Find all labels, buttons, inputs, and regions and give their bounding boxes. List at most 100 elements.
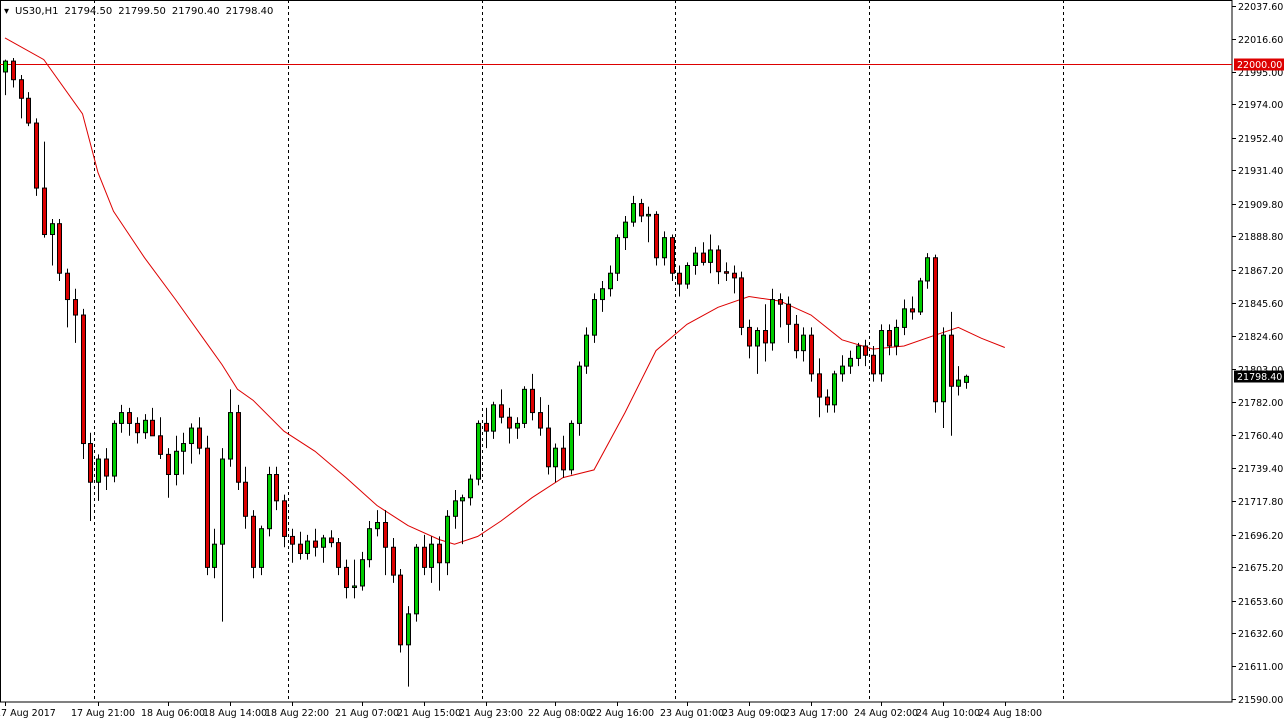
candle-body	[406, 613, 411, 646]
candle-34	[267, 466, 272, 537]
candle-49	[383, 510, 388, 576]
candle-116	[902, 299, 907, 336]
candle-body	[96, 458, 101, 483]
candle-body	[592, 299, 597, 336]
candle-5	[42, 141, 47, 238]
candle-7	[57, 219, 62, 281]
candle-75	[584, 327, 589, 374]
high-value: 21799.50	[118, 6, 166, 17]
x-tick-label-7: 21 Aug 23:00	[459, 708, 523, 719]
candle-71	[553, 443, 558, 483]
candle-body	[189, 427, 194, 445]
candle-88	[685, 262, 690, 289]
candle-body	[786, 303, 791, 325]
candle-body	[313, 540, 318, 548]
candle-2	[19, 75, 24, 119]
candle-29	[228, 389, 233, 467]
candle-103	[801, 327, 806, 362]
candle-body	[290, 535, 295, 545]
candle-118	[918, 277, 923, 316]
candle-92	[716, 245, 721, 285]
open-value: 21794.50	[64, 6, 113, 17]
candle-80	[623, 215, 628, 251]
candle-16	[127, 407, 132, 436]
candle-44	[344, 559, 349, 599]
candle-89	[693, 246, 698, 275]
candle-70	[546, 404, 551, 475]
candle-body	[251, 515, 256, 568]
x-tick-label-8: 22 Aug 08:00	[528, 708, 592, 719]
candle-108	[840, 355, 845, 382]
candle-8	[65, 268, 70, 328]
candle-82	[639, 198, 644, 223]
candle-86	[670, 234, 675, 281]
candle-body	[26, 97, 31, 124]
candle-109	[848, 350, 853, 374]
candle-117	[910, 296, 915, 320]
y-tick-label-14: 21739.40	[1238, 464, 1283, 475]
candle-body	[220, 458, 225, 545]
candle-76	[592, 293, 597, 343]
candle-body	[685, 264, 690, 285]
candle-body	[956, 379, 961, 387]
current-price-tag-bg	[1234, 370, 1284, 383]
candle-body	[143, 419, 148, 434]
candle-body	[197, 427, 202, 449]
candle-63	[491, 401, 496, 439]
x-tick-label-11: 23 Aug 09:00	[722, 708, 786, 719]
candle-body	[933, 257, 938, 403]
candle-body	[553, 447, 558, 468]
candle-31	[243, 466, 248, 529]
candle-25	[197, 417, 202, 455]
candle-59	[460, 494, 465, 545]
candle-body	[422, 546, 427, 568]
candle-52	[406, 606, 411, 687]
candle-body	[577, 365, 582, 424]
candle-body	[646, 213, 651, 217]
candle-body	[112, 422, 117, 477]
candle-body	[670, 237, 675, 274]
candle-23	[181, 432, 186, 475]
candle-body	[375, 521, 380, 530]
candle-body	[794, 323, 799, 352]
candle-body	[538, 412, 543, 429]
candle-body	[391, 546, 396, 576]
candle-10	[81, 308, 86, 460]
candle-35	[274, 466, 279, 511]
candle-body	[708, 249, 713, 263]
candle-121	[941, 327, 946, 429]
candle-73	[569, 420, 574, 475]
candle-19	[150, 407, 155, 437]
candle-body	[445, 515, 450, 564]
candle-1	[11, 58, 16, 88]
candle-78	[608, 265, 613, 297]
candle-62	[484, 407, 489, 449]
candle-43	[336, 537, 341, 576]
candle-body	[42, 187, 47, 236]
x-tick-label-6: 21 Aug 15:00	[397, 708, 461, 719]
candle-body	[856, 345, 861, 359]
candle-body	[484, 422, 489, 432]
candle-body	[212, 543, 217, 568]
candle-body	[561, 447, 566, 471]
candle-123	[956, 366, 961, 396]
candle-112	[871, 345, 876, 382]
candle-4	[34, 118, 39, 196]
candle-27	[212, 528, 217, 579]
candle-body	[158, 435, 163, 455]
candle-body	[887, 330, 892, 347]
candle-body	[88, 443, 93, 483]
candle-body	[639, 203, 644, 217]
candle-body	[274, 474, 279, 502]
candle-21	[166, 448, 171, 498]
candle-98	[763, 304, 768, 362]
candle-body	[662, 237, 667, 259]
candle-body	[11, 60, 16, 81]
candle-body	[770, 299, 775, 344]
candle-body	[832, 373, 837, 406]
candle-body	[941, 334, 946, 403]
y-tick-label-7: 21888.80	[1238, 232, 1283, 243]
x-tick-label-4: 18 Aug 22:00	[265, 708, 329, 719]
candle-22	[174, 435, 179, 486]
